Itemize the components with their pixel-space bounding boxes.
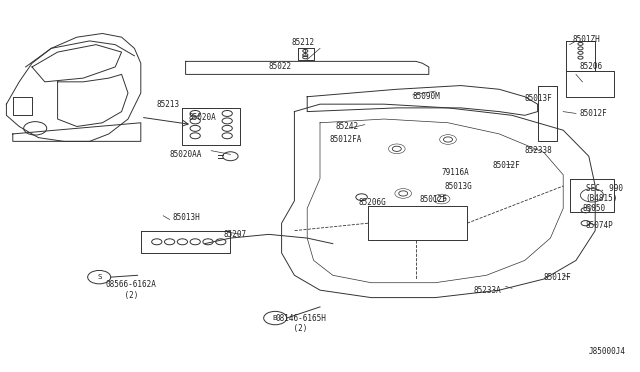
Text: 85012FA: 85012FA: [330, 135, 362, 144]
Text: 85090M: 85090M: [413, 92, 440, 101]
Text: 85022: 85022: [269, 62, 292, 71]
Text: 79116A: 79116A: [442, 169, 469, 177]
Text: 85012F: 85012F: [419, 195, 447, 203]
Text: 85212: 85212: [291, 38, 314, 47]
Text: 85206: 85206: [579, 62, 602, 71]
Text: 85242: 85242: [336, 122, 359, 131]
Text: SEC. 990
(B4815): SEC. 990 (B4815): [586, 184, 623, 203]
Text: B: B: [273, 315, 278, 321]
Text: 08566-6162A
    (2): 08566-6162A (2): [106, 280, 156, 300]
Text: 8501ZH: 8501ZH: [573, 35, 600, 44]
Text: 85012F: 85012F: [544, 273, 572, 282]
Text: 85050: 85050: [582, 204, 605, 213]
Text: 85012F: 85012F: [579, 109, 607, 118]
Text: 08146-6165H
    (2): 08146-6165H (2): [275, 314, 326, 333]
Text: 85213: 85213: [157, 100, 180, 109]
Text: 85233A: 85233A: [474, 286, 501, 295]
Text: J85000J4: J85000J4: [589, 347, 626, 356]
Text: 85013F: 85013F: [525, 94, 552, 103]
Text: 85020AA: 85020AA: [170, 150, 202, 159]
Text: 852338: 852338: [525, 146, 552, 155]
Text: 85012F: 85012F: [493, 161, 520, 170]
Text: 85013H: 85013H: [173, 213, 200, 222]
Text: 85206G: 85206G: [358, 198, 386, 207]
Text: 85074P: 85074P: [586, 221, 613, 230]
Text: 85020A: 85020A: [189, 113, 216, 122]
Text: S: S: [97, 274, 101, 280]
Text: 85013G: 85013G: [445, 182, 472, 190]
Text: 85207: 85207: [224, 230, 247, 239]
